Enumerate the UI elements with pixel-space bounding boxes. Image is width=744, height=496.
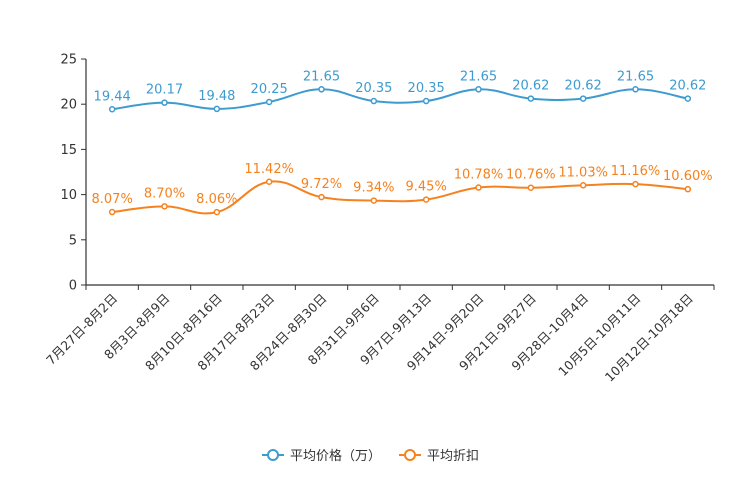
data-label: 21.65: [303, 69, 340, 84]
data-label: 11.42%: [244, 162, 294, 177]
y-tick-label: 20: [60, 98, 77, 113]
data-label: 20.25: [251, 82, 288, 97]
data-label: 21.65: [617, 69, 654, 84]
data-label: 20.35: [408, 81, 445, 96]
data-label: 20.62: [512, 79, 549, 94]
series-0: 19.44 20.17 19.48 20.25 21.65 20.35 20.35 21.65…: [94, 69, 706, 113]
data-point: [527, 184, 535, 191]
data-label: 20.35: [355, 81, 392, 96]
data-label: 8.07%: [92, 192, 133, 207]
data-label: 20.17: [146, 83, 183, 98]
data-point: [579, 182, 587, 189]
legend-label: 平均折扣: [427, 449, 479, 464]
y-tick-label: 0: [69, 279, 77, 294]
series-line: [112, 180, 688, 215]
series-1: 8.07% 8.70% 8.06% 11.42% 9.72% 9.34% 9.45% 10.7…: [92, 162, 713, 216]
y-tick-label: 10: [60, 188, 77, 203]
data-point: [108, 106, 116, 113]
x-tick-label: 10月12日-10月18日: [602, 291, 696, 385]
data-point: [422, 97, 430, 105]
legend-item-1[interactable]: 平均折扣: [399, 449, 479, 464]
legend-label: 平均价格（万）: [290, 448, 381, 464]
data-label: 9.72%: [301, 177, 342, 192]
data-point: [579, 95, 587, 102]
data-point: [213, 208, 221, 216]
y-axis: 0 5 10 15 20 25: [60, 53, 87, 294]
data-label: 19.48: [198, 89, 235, 104]
data-label: 21.65: [460, 69, 497, 84]
data-label: 10.76%: [506, 168, 556, 183]
data-point: [265, 178, 273, 186]
legend-marker-icon: [404, 449, 416, 461]
x-axis: 7月27日-8月2日8月3日-8月9日8月10日-8月16日8月17日-8月23…: [43, 284, 715, 385]
data-point: [265, 98, 273, 106]
data-point: [161, 99, 168, 106]
data-point: [475, 86, 482, 93]
y-tick-label: 15: [60, 143, 77, 158]
data-label: 11.16%: [611, 164, 661, 179]
data-point: [370, 97, 378, 105]
series-line: [112, 88, 689, 111]
data-point: [370, 197, 378, 204]
data-label: 11.03%: [558, 165, 608, 180]
data-point: [684, 185, 692, 193]
data-point: [684, 95, 692, 102]
legend: 平均价格（万） 平均折扣: [262, 448, 479, 464]
data-label: 8.06%: [196, 192, 237, 207]
data-label: 9.34%: [353, 181, 394, 196]
data-label: 19.44: [94, 89, 131, 104]
data-point: [632, 180, 639, 188]
series-layer: 19.44 20.17 19.48 20.25 21.65 20.35 20.35 21.65…: [92, 69, 713, 216]
data-point: [161, 203, 168, 210]
legend-marker-icon: [267, 449, 279, 461]
data-point: [213, 105, 221, 113]
y-tick-label: 5: [69, 233, 77, 248]
data-point: [318, 193, 325, 201]
data-point: [475, 184, 482, 191]
y-tick-label: 25: [60, 53, 77, 68]
data-point: [108, 208, 116, 216]
data-label: 10.60%: [663, 169, 713, 184]
data-label: 8.70%: [144, 186, 185, 201]
legend-item-0[interactable]: 平均价格（万）: [262, 448, 381, 464]
data-point: [632, 86, 639, 93]
data-point: [527, 95, 535, 102]
data-point: [422, 196, 430, 203]
data-label: 10.78%: [454, 168, 504, 183]
data-label: 20.62: [669, 79, 706, 94]
data-point: [318, 86, 325, 93]
data-label: 9.45%: [406, 180, 447, 195]
data-label: 20.62: [565, 79, 602, 94]
